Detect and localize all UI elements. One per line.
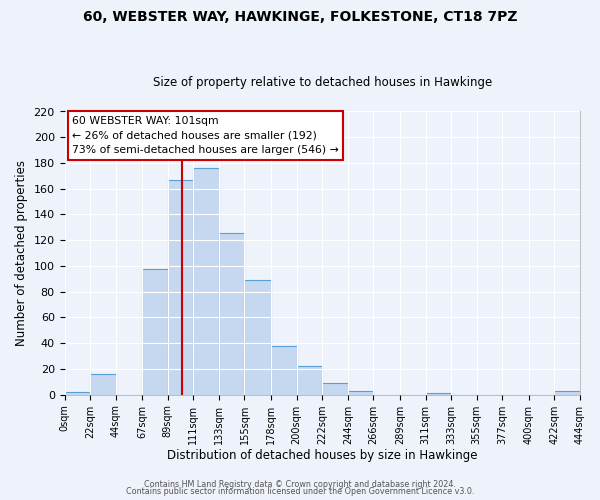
Text: 60 WEBSTER WAY: 101sqm
← 26% of detached houses are smaller (192)
73% of semi-de: 60 WEBSTER WAY: 101sqm ← 26% of detached… (72, 116, 339, 156)
Bar (348, 391, 373, 394)
Y-axis label: Number of detached properties: Number of detached properties (15, 160, 28, 346)
Bar (271, 346, 297, 395)
Bar (297, 366, 322, 394)
Title: Size of property relative to detached houses in Hawkinge: Size of property relative to detached ho… (152, 76, 492, 90)
Bar (554, 391, 580, 394)
Bar (65, 392, 90, 394)
Bar (193, 168, 219, 394)
Text: Contains HM Land Registry data © Crown copyright and database right 2024.: Contains HM Land Registry data © Crown c… (144, 480, 456, 489)
Text: 60, WEBSTER WAY, HAWKINGE, FOLKESTONE, CT18 7PZ: 60, WEBSTER WAY, HAWKINGE, FOLKESTONE, C… (83, 10, 517, 24)
Bar (322, 383, 348, 394)
Bar (90, 374, 116, 394)
Text: Contains public sector information licensed under the Open Government Licence v3: Contains public sector information licen… (126, 488, 474, 496)
Bar (219, 232, 244, 394)
Bar (168, 180, 193, 394)
Bar (244, 280, 271, 394)
Bar (142, 268, 168, 394)
X-axis label: Distribution of detached houses by size in Hawkinge: Distribution of detached houses by size … (167, 450, 478, 462)
